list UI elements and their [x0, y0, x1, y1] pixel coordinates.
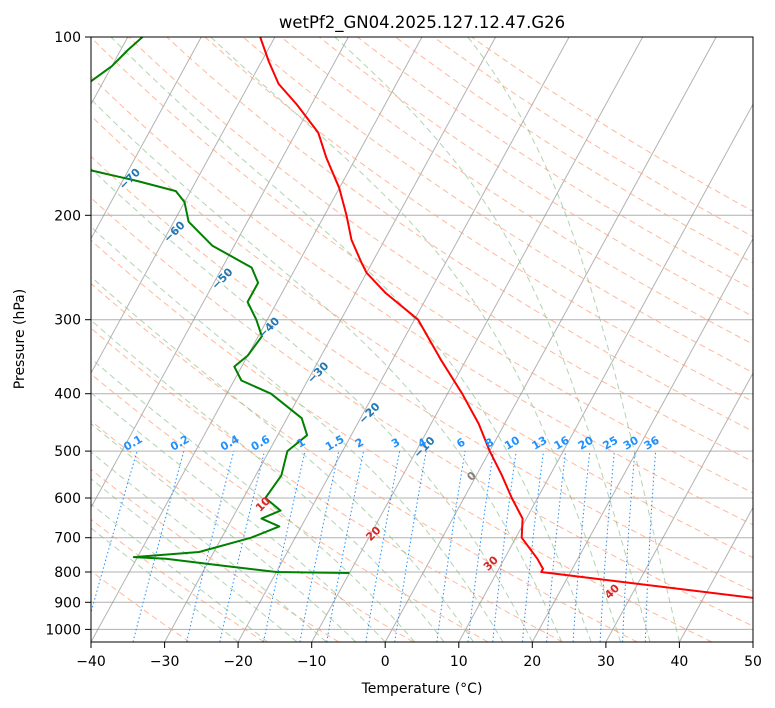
isotherm-line [164, 37, 497, 642]
mixing-ratio-line [522, 451, 544, 642]
x-tick-label: 10 [450, 654, 468, 670]
moist-adiabat-line [91, 423, 357, 642]
y-tick-label: 300 [54, 313, 81, 329]
mixing-ratio-line [492, 451, 517, 642]
y-axis-title: Pressure (hPa) [12, 289, 28, 389]
dry-adiabat-line [91, 75, 753, 526]
background-lines [91, 37, 753, 642]
temperature-profile-line [259, 37, 753, 599]
axes: −40 −30 −20 −10 0 10 20 30 40 50 1000 900 800 700 600 5… [45, 30, 762, 670]
isotherm-line [311, 37, 644, 642]
mixing-ratio-line [91, 450, 138, 615]
moist-adiabat-line [91, 98, 563, 642]
y-tick-label: 400 [54, 387, 81, 403]
y-tick-label: 200 [54, 208, 81, 224]
isotherm-line [237, 37, 570, 642]
mixing-ratio-line [326, 451, 364, 642]
moist-adiabat-line [91, 319, 445, 642]
dry-adiabat-line [318, 37, 753, 318]
y-tick-label: 600 [54, 491, 81, 507]
x-tick-label: −40 [76, 654, 106, 670]
mixing-ratio-line [365, 451, 401, 642]
x-tick-label: 40 [670, 654, 688, 670]
moist-adiabat-line [91, 451, 327, 642]
moist-adiabat-line [110, 37, 592, 642]
dry-adiabat-line [356, 37, 753, 290]
moist-adiabat-line [91, 392, 386, 642]
dry-adiabat-line [91, 282, 638, 642]
y-tick-label: 800 [54, 565, 81, 581]
dry-adiabat-line [242, 37, 753, 374]
chart-title: wetPf2_GN04.2025.127.12.47.G26 [279, 13, 565, 33]
mixing-ratio-line [219, 450, 265, 642]
moist-adiabat-line [334, 37, 651, 642]
dry-adiabat-line [433, 37, 753, 238]
isotherm-line [91, 37, 423, 642]
mixing-ratio-line [132, 450, 185, 642]
x-tick-label: 0 [381, 654, 390, 670]
moist-adiabat-line [91, 226, 504, 642]
isotherm-line [678, 506, 753, 642]
plot-frame [90, 36, 754, 643]
dewpoint-profile-line [91, 37, 350, 574]
dry-adiabat-line [91, 468, 340, 642]
isotherm-line [605, 372, 753, 642]
mixing-ratio-line [186, 450, 235, 642]
mixing-ratio-line [263, 450, 306, 642]
moist-adiabat-line [91, 167, 533, 642]
x-axis-title: Temperature (°C) [361, 681, 483, 697]
y-tick-label: 1000 [45, 622, 81, 638]
y-tick-label: 100 [54, 30, 81, 46]
mixing-ratio-line [436, 451, 466, 642]
y-tick-label: 500 [54, 444, 81, 460]
mixing-ratio-line [394, 451, 427, 642]
y-tick-label: 700 [54, 531, 81, 547]
dry-adiabat-line [91, 115, 753, 559]
x-tick-label: −10 [297, 654, 327, 670]
isotherm-line [384, 37, 717, 642]
x-tick-label: 50 [744, 654, 762, 670]
dry-adiabat-line [395, 37, 753, 264]
dry-adiabat-line [280, 37, 753, 345]
isotherm-line [91, 37, 276, 375]
dry-adiabat-line [91, 197, 753, 627]
y-tick-label: 900 [54, 595, 81, 611]
x-tick-label: 20 [523, 654, 541, 670]
dry-adiabat-line [91, 155, 753, 592]
mixing-ratio-line [299, 450, 340, 642]
x-tick-label: −20 [223, 654, 253, 670]
isotherm-line [531, 237, 753, 642]
isotherm-line [91, 37, 349, 509]
moist-adiabat-line [210, 37, 622, 642]
mixing-ratio-line [467, 451, 494, 642]
profile-series [91, 37, 753, 599]
isotherm-line [91, 37, 202, 240]
dry-adiabat-line [91, 327, 563, 642]
moist-adiabat-line [91, 276, 474, 642]
dry-adiabat-line [128, 37, 753, 463]
moist-adiabat-line [467, 37, 680, 642]
dry-adiabat-line [91, 37, 753, 494]
x-tick-label: 30 [597, 654, 615, 670]
x-tick-label: −30 [150, 654, 180, 670]
